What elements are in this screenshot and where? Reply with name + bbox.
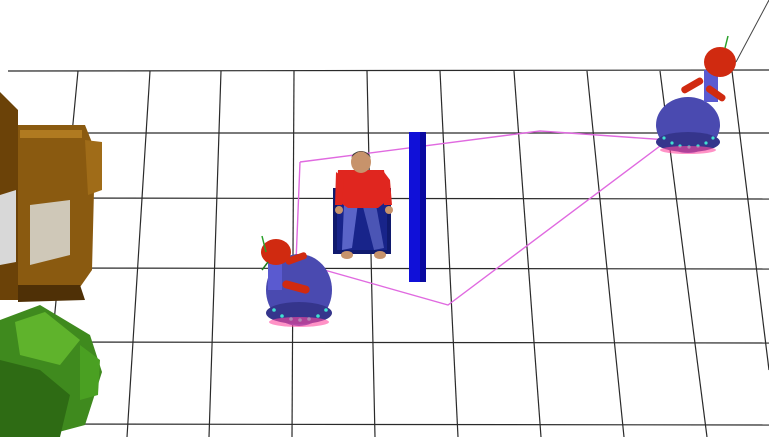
robot-front: [261, 235, 332, 327]
green-armchair: [0, 305, 102, 437]
robot-path: [295, 130, 670, 306]
robot-back: [656, 0, 769, 154]
seated-person: [335, 151, 393, 259]
blue-wall-panel: [409, 132, 426, 282]
floor-grid: [7, 69, 769, 437]
wooden-cabinet: [0, 92, 102, 302]
